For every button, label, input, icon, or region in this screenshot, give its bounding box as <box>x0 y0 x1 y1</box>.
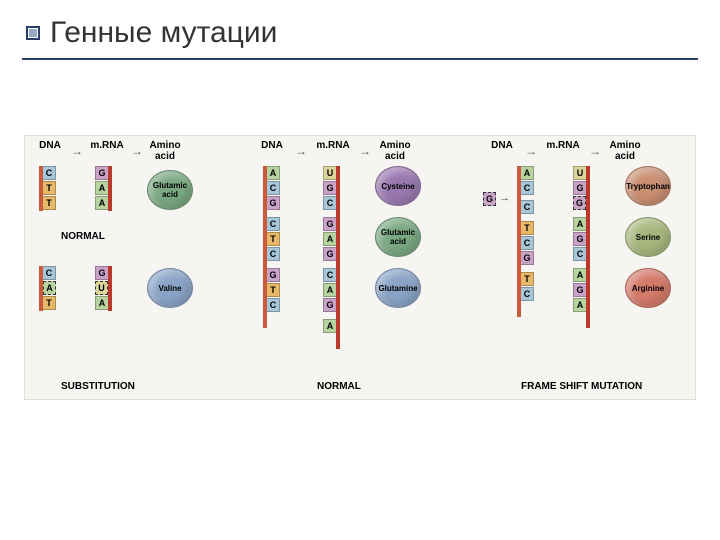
nt: C <box>267 217 280 231</box>
hdr-mrna: m.RNA <box>543 140 583 151</box>
mutation-diagram: DNA → m.RNA → Amino acid C T T G A A Glu… <box>24 135 696 400</box>
hdr-mrna: m.RNA <box>313 140 353 151</box>
nt-mutated: A <box>43 281 56 295</box>
nt: A <box>573 217 586 231</box>
title-rule <box>22 58 698 60</box>
nt: C <box>43 266 56 280</box>
hdr-aa: Amino acid <box>375 140 415 162</box>
nt: A <box>323 319 336 333</box>
amino-acid: Glutamic acid <box>375 217 421 257</box>
nt: A <box>323 232 336 246</box>
arrow-icon: → <box>589 144 601 158</box>
amino-acid: Glutamic acid <box>147 170 193 210</box>
hdr-dna: DNA <box>35 140 65 151</box>
nt: T <box>521 221 534 235</box>
amino-acid: Cysteine <box>375 166 421 206</box>
title-bullet <box>26 26 40 40</box>
nt: C <box>43 166 56 180</box>
arrow-icon: → <box>525 144 537 158</box>
nt: T <box>521 272 534 286</box>
hdr-mrna: m.RNA <box>87 140 127 151</box>
nt: A <box>323 283 336 297</box>
nt: T <box>43 296 56 310</box>
nt: G <box>267 268 280 282</box>
nt: C <box>267 298 280 312</box>
nt: G <box>521 251 534 265</box>
nt: G <box>95 266 108 280</box>
amino-acid: Tryptophan <box>625 166 671 206</box>
nt: C <box>267 181 280 195</box>
hdr-aa: Amino acid <box>145 140 185 162</box>
hdr-dna: DNA <box>257 140 287 151</box>
nt: G <box>267 196 280 210</box>
nt: C <box>521 200 534 214</box>
nt: G <box>323 217 336 231</box>
nt-inserted: G <box>483 192 496 206</box>
nt: G <box>573 181 586 195</box>
label-normal: NORMAL <box>61 231 105 242</box>
nt: A <box>95 181 108 195</box>
label-substitution: SUBSTITUTION <box>61 381 135 392</box>
arrow-icon: → <box>131 144 143 158</box>
label-frameshift: FRAME SHIFT MUTATION <box>521 381 642 392</box>
nt: C <box>521 236 534 250</box>
arrow-icon: → <box>71 144 83 158</box>
panel-normal: DNA → m.RNA → Amino acid ACGCTCGTC UGCGA… <box>247 136 465 399</box>
nt: T <box>267 283 280 297</box>
nt: G <box>573 232 586 246</box>
nt: T <box>43 181 56 195</box>
nt: A <box>573 268 586 282</box>
nt: C <box>323 268 336 282</box>
arrow-icon: → <box>359 144 371 158</box>
panel-substitution: DNA → m.RNA → Amino acid C T T G A A Glu… <box>25 136 235 399</box>
arrow-icon: → <box>295 144 307 158</box>
nt: G <box>323 247 336 261</box>
nt: G <box>323 298 336 312</box>
nt: G <box>323 181 336 195</box>
nt: A <box>95 296 108 310</box>
nt: C <box>323 196 336 210</box>
nt: G <box>95 166 108 180</box>
amino-acid: Glutamine <box>375 268 421 308</box>
amino-acid: Valine <box>147 268 193 308</box>
slide-title: Генные мутации <box>50 16 277 50</box>
nt: U <box>573 166 586 180</box>
nt: A <box>267 166 280 180</box>
nt: C <box>521 287 534 301</box>
nt: T <box>43 196 56 210</box>
nt: A <box>573 298 586 312</box>
panel-frameshift: DNA → m.RNA → Amino acid G → ACCTCGTC UG… <box>477 136 695 399</box>
nt-mutated: U <box>95 281 108 295</box>
hdr-aa: Amino acid <box>605 140 645 162</box>
amino-acid: Serine <box>625 217 671 257</box>
nt: T <box>267 232 280 246</box>
nt: C <box>267 247 280 261</box>
insert-arrow-icon: → <box>499 192 510 204</box>
hdr-dna: DNA <box>487 140 517 151</box>
nt: G <box>573 283 586 297</box>
nt: G <box>573 196 586 210</box>
label-normal: NORMAL <box>317 381 361 392</box>
nt: U <box>323 166 336 180</box>
amino-acid: Arginine <box>625 268 671 308</box>
nt: A <box>521 166 534 180</box>
nt: C <box>521 181 534 195</box>
slide: Генные мутации DNA → m.RNA → Amino acid … <box>0 0 720 540</box>
nt: A <box>95 196 108 210</box>
nt: C <box>573 247 586 261</box>
